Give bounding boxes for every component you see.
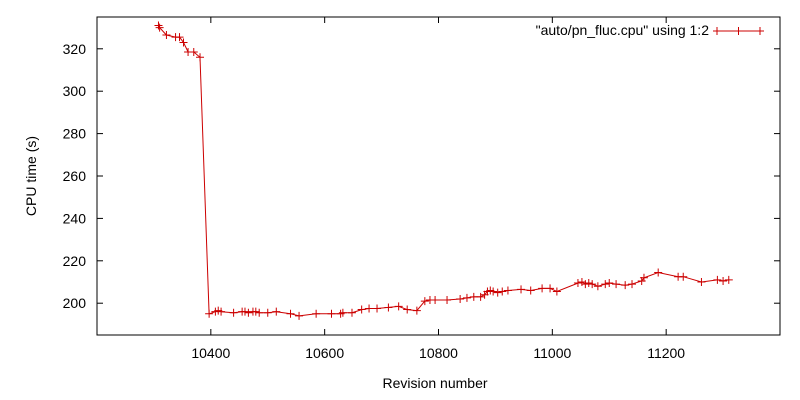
- y-axis-label: CPU time (s): [23, 136, 39, 216]
- data-point-marker: [443, 296, 452, 305]
- y-tick-label: 260: [63, 168, 87, 184]
- data-point-marker: [456, 294, 465, 303]
- data-point-marker: [719, 276, 728, 285]
- axis-ticks: [97, 17, 780, 335]
- data-point-marker: [251, 307, 260, 316]
- data-point-marker: [581, 280, 590, 289]
- data-point-marker: [312, 309, 321, 318]
- data-point-marker: [205, 309, 214, 318]
- data-point-marker: [179, 38, 188, 47]
- data-point-marker: [552, 287, 561, 296]
- data-point-marker: [403, 305, 412, 314]
- data-point-marker: [573, 279, 582, 288]
- data-point-marker: [476, 292, 485, 301]
- legend-marker: [713, 27, 721, 35]
- data-point-marker: [493, 288, 502, 297]
- data-point-marker: [189, 47, 198, 56]
- x-tick-label: 10800: [419, 345, 458, 361]
- data-point-marker: [526, 286, 535, 295]
- y-tick-label: 200: [63, 295, 87, 311]
- data-point-marker: [612, 280, 621, 289]
- data-point-marker: [639, 273, 648, 282]
- data-point-marker: [196, 53, 205, 62]
- data-point-marker: [357, 305, 366, 314]
- data-point-marker: [498, 287, 507, 296]
- plot-frame: [96, 16, 781, 336]
- x-tick-label: 10400: [191, 345, 230, 361]
- data-point-marker: [384, 303, 393, 312]
- y-tick-label: 220: [63, 253, 87, 269]
- data-point-marker: [263, 308, 272, 317]
- data-point-marker: [503, 286, 512, 295]
- x-tick-label: 11000: [533, 345, 571, 361]
- x-tick-label: 10600: [305, 345, 344, 361]
- data-point-marker: [162, 31, 171, 40]
- data-point-marker: [244, 308, 253, 317]
- data-point-marker: [154, 21, 163, 30]
- data-point-marker: [217, 307, 226, 316]
- data-point-marker: [347, 308, 356, 317]
- data-point-marker: [229, 308, 238, 317]
- data-point-marker: [654, 268, 663, 277]
- x-axis-label: Revision number: [382, 375, 487, 391]
- data-point-marker: [469, 292, 478, 301]
- data-point-marker: [431, 296, 440, 305]
- data-point-marker: [412, 306, 421, 315]
- data-point-marker: [577, 278, 586, 286]
- data-point-marker: [286, 309, 295, 318]
- data-point-marker: [517, 285, 526, 294]
- x-tick-label: 11200: [647, 345, 685, 361]
- data-point-marker: [538, 284, 547, 293]
- data-point-marker: [338, 308, 347, 317]
- data-point-marker: [365, 304, 374, 313]
- y-tick-label: 240: [63, 210, 87, 226]
- y-tick-label: 280: [63, 126, 87, 142]
- data-point-marker: [601, 280, 610, 289]
- data-point-marker: [240, 307, 249, 316]
- legend-marker: [756, 27, 764, 35]
- data-point-marker: [588, 280, 597, 289]
- series-markers: [154, 21, 733, 320]
- data-point-marker: [584, 279, 593, 288]
- data-point-marker: [724, 275, 733, 284]
- data-point-marker: [394, 302, 403, 311]
- data-point-marker: [546, 284, 555, 293]
- data-point-marker: [327, 309, 336, 318]
- data-point-marker: [155, 23, 164, 32]
- data-point-marker: [420, 297, 429, 306]
- data-point-marker: [713, 275, 722, 284]
- data-point-marker: [373, 304, 382, 313]
- data-point-marker: [593, 282, 602, 291]
- data-point-marker: [175, 33, 184, 42]
- legend-markers: [713, 27, 764, 35]
- y-tick-label: 300: [63, 83, 87, 99]
- data-point-marker: [295, 311, 304, 320]
- legend-label: "auto/pn_fluc.cpu" using 1:2: [536, 22, 710, 38]
- data-point-marker: [605, 279, 614, 288]
- legend-marker: [734, 27, 743, 35]
- data-point-marker: [462, 293, 471, 302]
- data-point-marker: [679, 272, 688, 281]
- data-point-marker: [489, 287, 498, 296]
- data-point-marker: [272, 307, 281, 316]
- data-point-marker: [621, 281, 630, 290]
- data-point-marker: [255, 308, 264, 317]
- y-tick-label: 320: [63, 41, 87, 57]
- data-point-marker: [628, 280, 637, 289]
- data-point-marker: [697, 278, 706, 286]
- axis-tick-labels: 10400 10600 10800 11000 11200 200 220 240 260 280…: [63, 41, 686, 361]
